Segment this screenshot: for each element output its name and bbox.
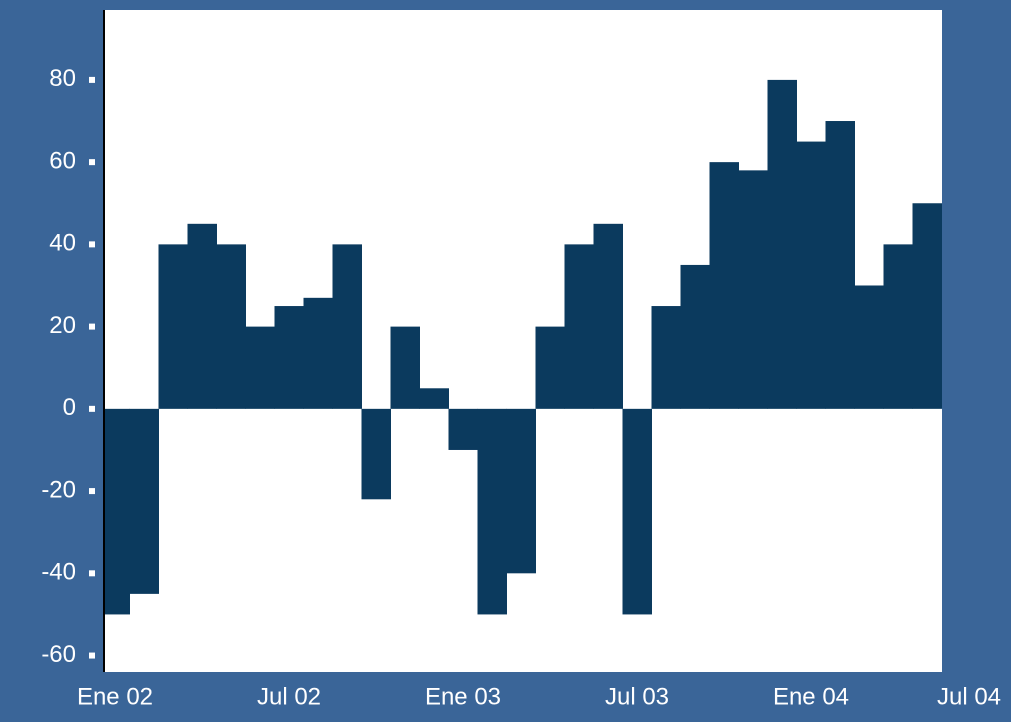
bar — [506, 408, 536, 574]
bar — [796, 141, 826, 409]
y-tick-label: 40 — [49, 230, 76, 257]
x-tick-label: Jul 04 — [937, 683, 1001, 710]
y-tick-label: 20 — [49, 312, 76, 339]
bar — [709, 162, 739, 409]
bar — [332, 244, 362, 409]
x-tick-label: Ene 03 — [425, 683, 501, 710]
x-tick-label: Ene 02 — [77, 683, 153, 710]
y-tick-mark — [89, 405, 95, 412]
bar — [361, 408, 391, 500]
y-tick-label: 60 — [49, 147, 76, 174]
y-tick-label: -20 — [41, 476, 76, 503]
bar — [912, 203, 942, 409]
y-tick-mark — [89, 241, 95, 248]
bar — [738, 170, 768, 409]
bar — [103, 408, 130, 615]
bar — [680, 264, 710, 409]
y-tick-mark — [89, 652, 95, 659]
y-tick-mark — [89, 159, 95, 166]
bar — [767, 79, 797, 409]
y-tick-mark — [89, 488, 95, 495]
bar — [448, 408, 478, 450]
bar — [477, 408, 507, 615]
bar — [825, 121, 855, 409]
bar — [622, 408, 652, 615]
y-tick-label: -60 — [41, 641, 76, 668]
bar — [303, 297, 333, 409]
bar — [245, 326, 275, 409]
y-tick-mark — [89, 76, 95, 83]
x-tick-label: Jul 03 — [605, 683, 669, 710]
y-tick-mark — [89, 570, 95, 577]
bar — [419, 388, 449, 409]
bar — [187, 223, 217, 409]
bar — [883, 244, 913, 409]
bar — [274, 306, 304, 409]
bar — [216, 244, 246, 409]
x-tick-label: Jul 02 — [257, 683, 321, 710]
bar — [651, 306, 681, 409]
bar — [390, 326, 420, 409]
y-tick-mark — [89, 323, 95, 330]
bars — [103, 79, 942, 615]
bar — [129, 408, 159, 594]
bar — [535, 326, 565, 409]
bar — [158, 244, 188, 409]
bar — [593, 223, 623, 409]
bar — [564, 244, 594, 409]
y-tick-label: 0 — [63, 394, 76, 421]
y-tick-label: -40 — [41, 559, 76, 586]
x-tick-label: Ene 04 — [773, 683, 849, 710]
y-tick-label: 80 — [49, 65, 76, 92]
bar — [854, 285, 884, 409]
